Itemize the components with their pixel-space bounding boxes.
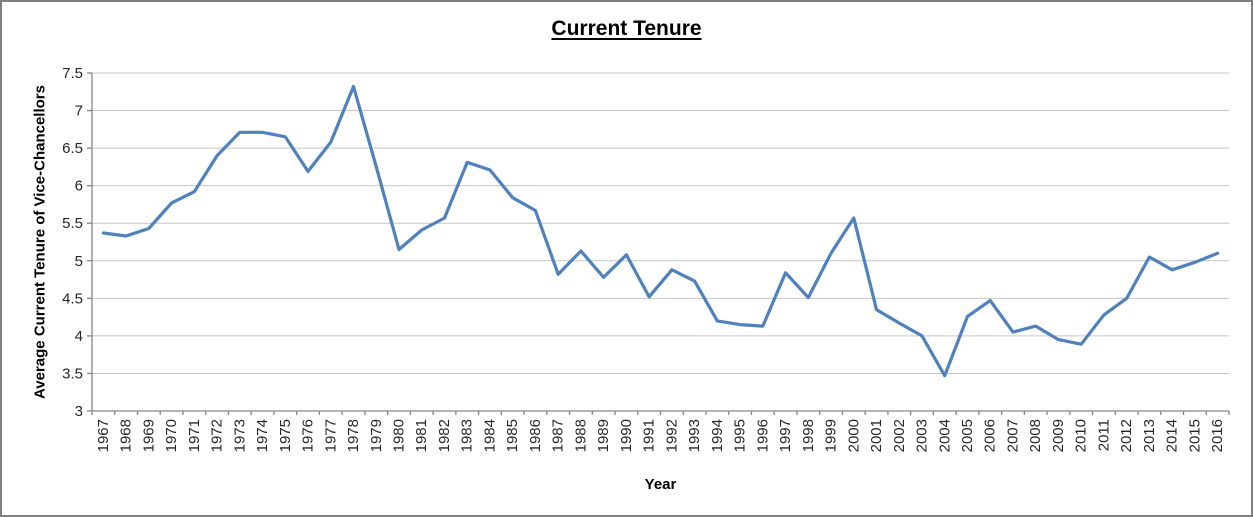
series-line — [101, 84, 1220, 378]
x-tick-label: 1972 — [209, 419, 226, 452]
x-tick-label: 1979 — [368, 419, 385, 452]
y-tick-label: 7.5 — [62, 65, 83, 82]
x-tick-label: 2014 — [1164, 419, 1181, 452]
x-tick-label: 2016 — [1209, 419, 1226, 452]
x-tick-label: 1984 — [481, 419, 498, 452]
x-tick-label: 1975 — [277, 419, 294, 452]
x-tick-label: 2000 — [845, 419, 862, 452]
y-tick-label: 3.5 — [62, 365, 83, 382]
x-tick-label: 1983 — [459, 419, 476, 452]
y-tick-label: 4.5 — [62, 290, 83, 307]
x-tick-label: 1996 — [754, 419, 771, 452]
x-tick-label: 1989 — [595, 419, 612, 452]
x-tick-label: 2005 — [959, 419, 976, 452]
x-axis-title: Year — [644, 476, 677, 493]
x-tick-label: 2007 — [1004, 419, 1021, 452]
x-tick-label: 2002 — [891, 419, 908, 452]
x-tick-label: 1969 — [140, 419, 157, 452]
y-tick-label: 5 — [75, 253, 83, 270]
x-tick-label: 1988 — [572, 419, 589, 452]
x-tick-label: 1971 — [186, 419, 203, 452]
x-tick-label: 1981 — [413, 419, 430, 452]
x-tick-label: 1990 — [618, 419, 635, 452]
x-tick-label: 1998 — [800, 419, 817, 452]
x-tick-label: 1991 — [641, 419, 658, 452]
x-tick-label: 1968 — [118, 419, 135, 452]
x-tick-label: 1967 — [95, 419, 112, 452]
x-tick-label: 1994 — [709, 419, 726, 452]
y-tick-label: 5.5 — [62, 215, 83, 232]
x-tick-label: 1985 — [504, 419, 521, 452]
x-tick-label: 1997 — [777, 419, 794, 452]
x-tick-label: 1982 — [436, 419, 453, 452]
x-tick-label: 1999 — [823, 419, 840, 452]
x-tick-label: 2011 — [1095, 419, 1112, 451]
x-tick-label: 1970 — [163, 419, 180, 452]
x-tick-label: 2010 — [1073, 419, 1090, 452]
x-tick-label: 2009 — [1050, 419, 1067, 452]
x-tick-label: 1976 — [300, 419, 317, 452]
x-tick-label: 1993 — [686, 419, 703, 452]
x-tick-label: 1977 — [322, 419, 339, 452]
y-tick-label: 4 — [75, 328, 83, 345]
chart-title: Current Tenure — [551, 17, 702, 40]
y-tick-label: 6.5 — [62, 140, 83, 157]
x-tick-label: 1986 — [527, 419, 544, 452]
x-tick-label: 2006 — [982, 419, 999, 452]
x-tick-label: 1987 — [550, 419, 567, 452]
x-tick-label: 1995 — [732, 419, 749, 452]
y-tick-label: 3 — [75, 403, 83, 420]
x-tick-label: 1973 — [231, 419, 248, 452]
x-tick-label: 2003 — [914, 419, 931, 452]
y-tick-label: 6 — [75, 178, 83, 195]
x-tick-label: 2015 — [1186, 419, 1203, 452]
x-tick-label: 1974 — [254, 419, 271, 452]
x-tick-label: 2013 — [1141, 419, 1158, 452]
x-tick-label: 2012 — [1118, 419, 1135, 452]
x-tick-label: 2004 — [936, 419, 953, 452]
x-tick-label: 1978 — [345, 419, 362, 452]
x-tick-label: 2001 — [868, 419, 885, 452]
x-tick-label: 2008 — [1027, 419, 1044, 452]
x-tick-label: 1980 — [390, 419, 407, 452]
x-tick-label: 1992 — [663, 419, 680, 452]
y-tick-label: 7 — [75, 103, 83, 120]
